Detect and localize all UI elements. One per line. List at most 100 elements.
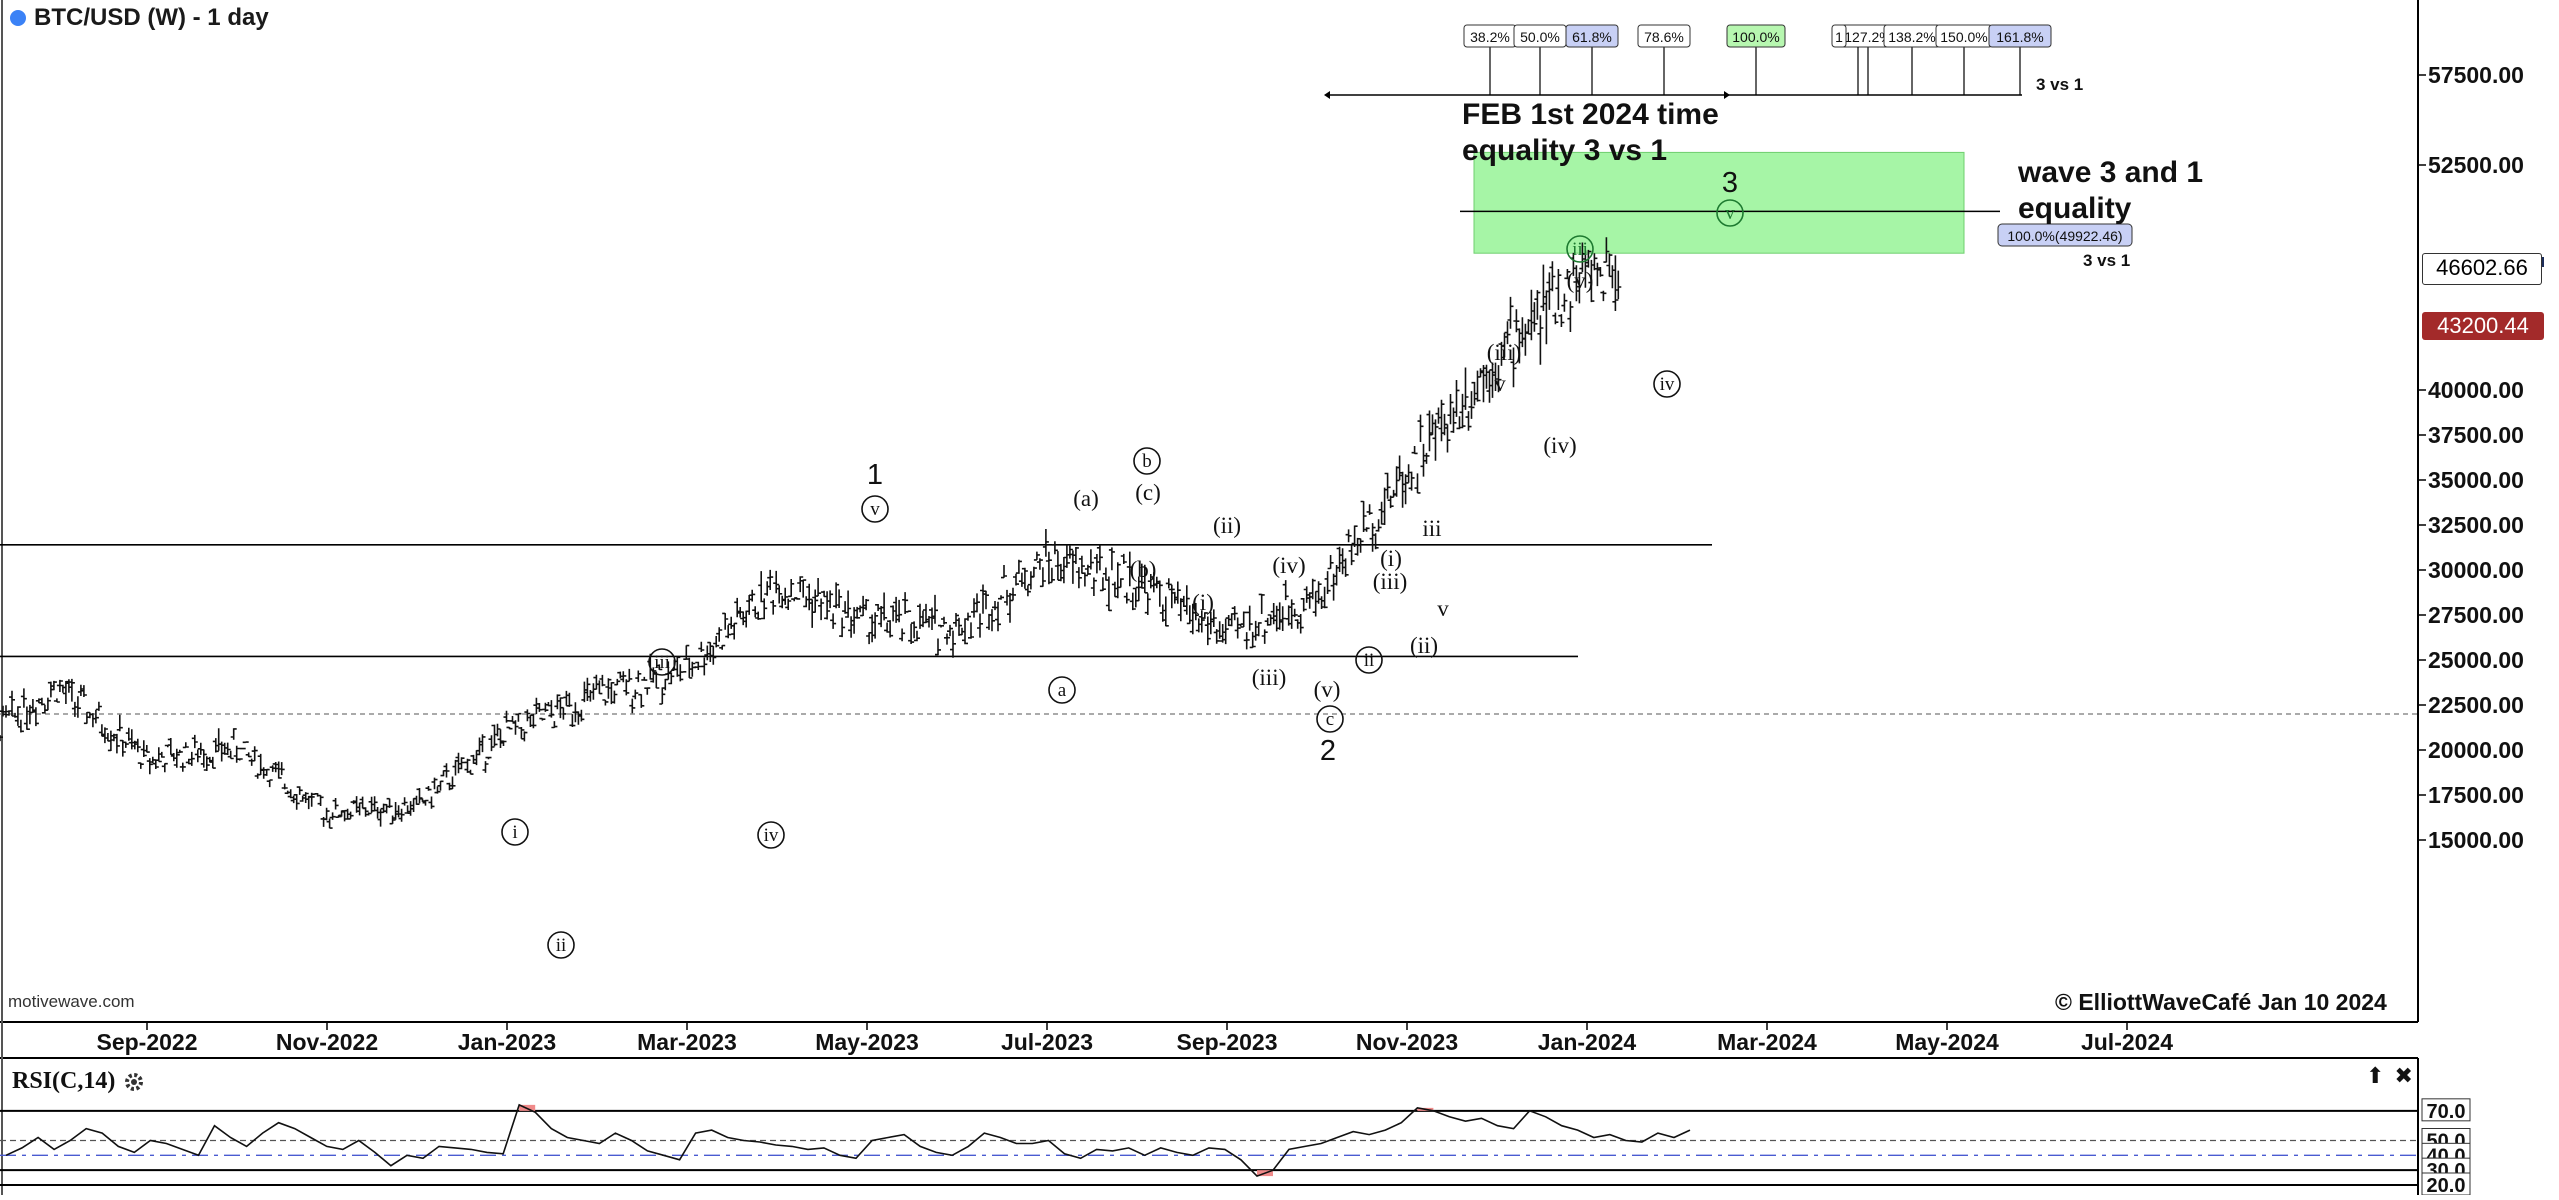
circled-wave-marker	[1355, 646, 1383, 674]
wave-label: (i)	[1380, 546, 1402, 571]
wave-equality-note: equality	[2018, 192, 2132, 225]
close-icon[interactable]: ✖	[2394, 1063, 2413, 1088]
fib-time-label: 61.8%	[1572, 29, 1612, 45]
rsi-level-label: 70.0	[2427, 1101, 2466, 1123]
wave-label: (iii)	[1373, 569, 1408, 594]
gear-icon[interactable]	[123, 1071, 145, 1093]
time-axis-ticks: Sep-2022 Nov-2022 Jan-2023 Mar-2023 May-2023…	[96, 1022, 2173, 1055]
fib-time-tool[interactable]: 38.2% 50.0% 61.8% 78.6% 100.0% 127.2%138.2% 15…	[1324, 24, 2133, 270]
price-tick-label: 37500.00	[2428, 422, 2524, 448]
fib-price-label: 100.0%(49922.46)	[2007, 228, 2122, 244]
target-zone	[1460, 151, 2000, 254]
circled-wave-label: v	[1725, 203, 1735, 224]
time-equality-note: equality 3 vs 1	[1462, 134, 1667, 167]
wave-label: (iii)	[1252, 665, 1287, 690]
fib-time-caption: 3 vs 1	[2036, 75, 2083, 94]
horizontal-levels	[0, 543, 2418, 715]
wave-label: (iii)	[1487, 340, 1522, 365]
circled-wave-label: ii	[1364, 650, 1375, 671]
wave-label: v	[1437, 596, 1449, 621]
circled-wave-label: iii	[654, 652, 670, 673]
circled-wave-label: i	[512, 822, 517, 843]
price-tick-label: 22500.00	[2428, 692, 2524, 718]
wave-label: (v)	[1567, 268, 1594, 293]
copyright-notice: © ElliottWaveCafé Jan 10 2024	[2055, 989, 2387, 1015]
price-tick-label: 27500.00	[2428, 602, 2524, 628]
wave-label: (v)	[1314, 677, 1341, 702]
marker-price-box: 43200.44	[2422, 312, 2544, 340]
time-tick-label: Mar-2023	[637, 1029, 737, 1055]
rsi-title[interactable]: RSI(C,14)	[12, 1068, 145, 1095]
fib-time-label: 127.2%	[1844, 29, 1891, 45]
wave-label: (a)	[1073, 486, 1099, 511]
rsi-level-label: 20.0	[2427, 1175, 2466, 1195]
circled-wave-label: iv	[1660, 374, 1675, 395]
price-bars	[0, 237, 1622, 829]
circled-wave-marker	[648, 648, 676, 676]
price-tick-label: 40000.00	[2428, 377, 2524, 403]
watermark: motivewave.com	[8, 992, 135, 1011]
fib-time-label: 50.0%	[1520, 29, 1560, 45]
time-tick-label: May-2023	[815, 1029, 919, 1055]
circled-wave-label: c	[1326, 709, 1334, 730]
circled-wave-marker	[501, 818, 529, 846]
price-tick-label: 52500.00	[2428, 152, 2524, 178]
symbol-dot-icon	[10, 10, 26, 26]
last-price-box: 46602.66	[2422, 253, 2542, 285]
circled-wave-label: a	[1058, 680, 1067, 701]
time-tick-label: Jul-2023	[1001, 1029, 1093, 1055]
circled-wave-marker	[1133, 447, 1161, 475]
wave-label: v	[1494, 371, 1506, 396]
wave-label: (ii)	[1410, 633, 1438, 658]
time-tick-label: Jul-2024	[2081, 1029, 2173, 1055]
price-tick-label: 20000.00	[2428, 737, 2524, 763]
fib-price-caption: 3 vs 1	[2083, 251, 2130, 270]
rsi-line	[5, 1103, 1691, 1178]
fib-time-label: 150.0%	[1940, 29, 1987, 45]
fib-time-label: 100.0%	[1732, 29, 1779, 45]
wave-label: (iv)	[1272, 553, 1305, 578]
expand-icon[interactable]: ⬆	[2366, 1063, 2385, 1088]
wave-label: (ii)	[1213, 513, 1241, 538]
time-tick-label: Nov-2022	[276, 1029, 378, 1055]
chart-title[interactable]: BTC/USD (W) - 1 day	[10, 4, 269, 32]
major-wave-label: 1	[867, 459, 883, 491]
fib-time-label: 38.2%	[1470, 29, 1510, 45]
circled-wave-label: iv	[764, 825, 779, 846]
major-wave-label: 3	[1722, 167, 1738, 199]
price-tick-label: 30000.00	[2428, 557, 2524, 583]
time-equality-note: FEB 1st 2024 time	[1462, 98, 1719, 131]
target-zone-box[interactable]	[1473, 151, 1965, 254]
wave-label: (c)	[1135, 480, 1161, 505]
circled-wave-marker	[547, 931, 575, 959]
wave-label: (i)	[1192, 590, 1214, 615]
circled-wave-label: ii	[556, 935, 567, 956]
fib-time-label-small: 1	[1835, 29, 1843, 45]
rsi-panel: 70.050.040.030.020.0	[0, 1098, 2471, 1197]
circled-wave-label: v	[870, 499, 880, 520]
wave-label: (b)	[1130, 557, 1157, 582]
price-tick-label: 35000.00	[2428, 467, 2524, 493]
rsi-toolbar: ⬆ ✖	[2366, 1063, 2413, 1089]
time-tick-label: Sep-2022	[96, 1029, 197, 1055]
price-tick-label: 25000.00	[2428, 647, 2524, 673]
time-tick-label: May-2024	[1895, 1029, 1999, 1055]
ohlc-bars	[0, 237, 1622, 829]
wave-equality-note: wave 3 and 1	[2017, 156, 2203, 189]
time-tick-label: Jan-2023	[458, 1029, 556, 1055]
circled-wave-marker	[757, 821, 785, 849]
circled-wave-marker	[1566, 235, 1594, 263]
wave-label: iii	[1422, 516, 1441, 541]
circled-wave-label: b	[1142, 451, 1152, 472]
time-tick-label: Mar-2024	[1717, 1029, 1817, 1055]
major-wave-label: 2	[1320, 735, 1336, 767]
circled-wave-marker	[1048, 676, 1076, 704]
rsi-title-text: RSI(C,14)	[12, 1068, 116, 1094]
time-tick-label: Nov-2023	[1356, 1029, 1458, 1055]
fib-time-label: 78.6%	[1644, 29, 1684, 45]
fib-time-label: 161.8%	[1996, 29, 2043, 45]
price-tick-label: 32500.00	[2428, 512, 2524, 538]
